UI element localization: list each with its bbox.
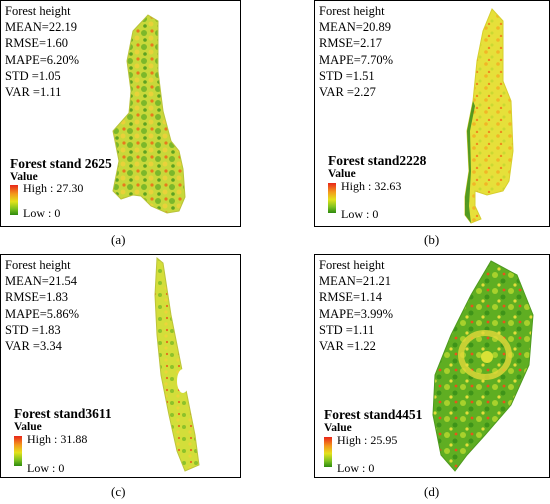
- map-panel-c: Forest height MEAN=21.54 RMSE=1.83 MAPE=…: [0, 254, 241, 478]
- stat-rmse: RMSE=1.14: [319, 290, 382, 305]
- map-panel-a: Forest height MEAN=22.19 RMSE=1.60 MAPE=…: [0, 0, 241, 227]
- legend-title: Value: [324, 422, 352, 434]
- stats-block: Forest height MEAN=21.54 RMSE=1.83 MAPE=…: [5, 257, 79, 354]
- stat-mape: MAPE=6.20%: [5, 52, 80, 67]
- map-panel-d: Forest height MEAN=21.21 RMSE=1.14 MAPE=…: [314, 254, 550, 478]
- stat-var: VAR =1.22: [319, 339, 376, 354]
- stat-mean: MEAN=21.54: [5, 274, 77, 289]
- stats-block: Forest height MEAN=22.19 RMSE=1.60 MAPE=…: [5, 3, 79, 100]
- legend-high: High : 27.30: [23, 181, 84, 195]
- stat-std: STD =1.05: [5, 68, 61, 83]
- legend-title: Value: [14, 421, 42, 433]
- legend-color-ramp: [328, 183, 336, 213]
- stats-title: Forest height: [5, 4, 71, 18]
- forest-stand-map-d: [432, 260, 534, 472]
- stat-rmse: RMSE=1.60: [5, 36, 68, 51]
- stat-mape: MAPE=3.99%: [319, 306, 394, 321]
- caption-c: (c): [111, 484, 126, 499]
- stat-std: STD =1.51: [319, 68, 375, 83]
- legend-color-ramp: [14, 436, 22, 466]
- stat-var: VAR =3.34: [5, 339, 62, 354]
- legend-high: High : 32.63: [341, 179, 402, 193]
- caption-b: (b): [424, 232, 440, 247]
- stat-mean: MEAN=21.21: [319, 274, 391, 289]
- legend-low: Low : 0: [23, 206, 61, 220]
- legend-color-ramp: [324, 437, 332, 467]
- caption-a: (a): [111, 232, 126, 247]
- stats-block: Forest height MEAN=21.21 RMSE=1.14 MAPE=…: [319, 257, 393, 354]
- legend-color-ramp: [10, 185, 18, 215]
- forest-stand-map-a: [112, 14, 186, 214]
- stat-var: VAR =1.11: [5, 85, 62, 100]
- stat-std: STD =1.83: [5, 322, 61, 337]
- stat-rmse: RMSE=1.83: [5, 290, 68, 305]
- legend-low: Low : 0: [27, 461, 65, 475]
- legend-title: Value: [328, 168, 356, 180]
- stat-var: VAR =2.27: [319, 85, 376, 100]
- stats-block: Forest height MEAN=20.89 RMSE=2.17 MAPE=…: [319, 3, 393, 100]
- stats-title: Forest height: [319, 4, 385, 18]
- stand-title: Forest stand2228: [328, 153, 427, 168]
- stat-mape: MAPE=5.86%: [5, 306, 80, 321]
- stats-title: Forest height: [319, 258, 385, 272]
- legend-title: Value: [10, 171, 38, 183]
- legend-low: Low : 0: [337, 461, 375, 475]
- stand-title: Forest stand3611: [14, 406, 112, 421]
- legend-high: High : 25.95: [337, 433, 398, 447]
- legend-low: Low : 0: [341, 207, 379, 221]
- stat-rmse: RMSE=2.17: [319, 36, 382, 51]
- caption-d: (d): [424, 484, 440, 499]
- stat-mean: MEAN=20.89: [319, 20, 391, 35]
- stat-mean: MEAN=22.19: [5, 20, 77, 35]
- legend-high: High : 31.88: [27, 432, 88, 446]
- stand-title: Forest stand4451: [324, 407, 423, 422]
- stat-std: STD =1.11: [319, 322, 375, 337]
- map-panel-b: Forest height MEAN=20.89 RMSE=2.17 MAPE=…: [314, 0, 550, 227]
- forest-stand-map-c: [154, 256, 200, 472]
- stand-title: Forest stand 2625: [10, 156, 112, 171]
- stat-mape: MAPE=7.70%: [319, 52, 394, 67]
- forest-stand-map-b: [464, 8, 514, 224]
- stats-title: Forest height: [5, 258, 71, 272]
